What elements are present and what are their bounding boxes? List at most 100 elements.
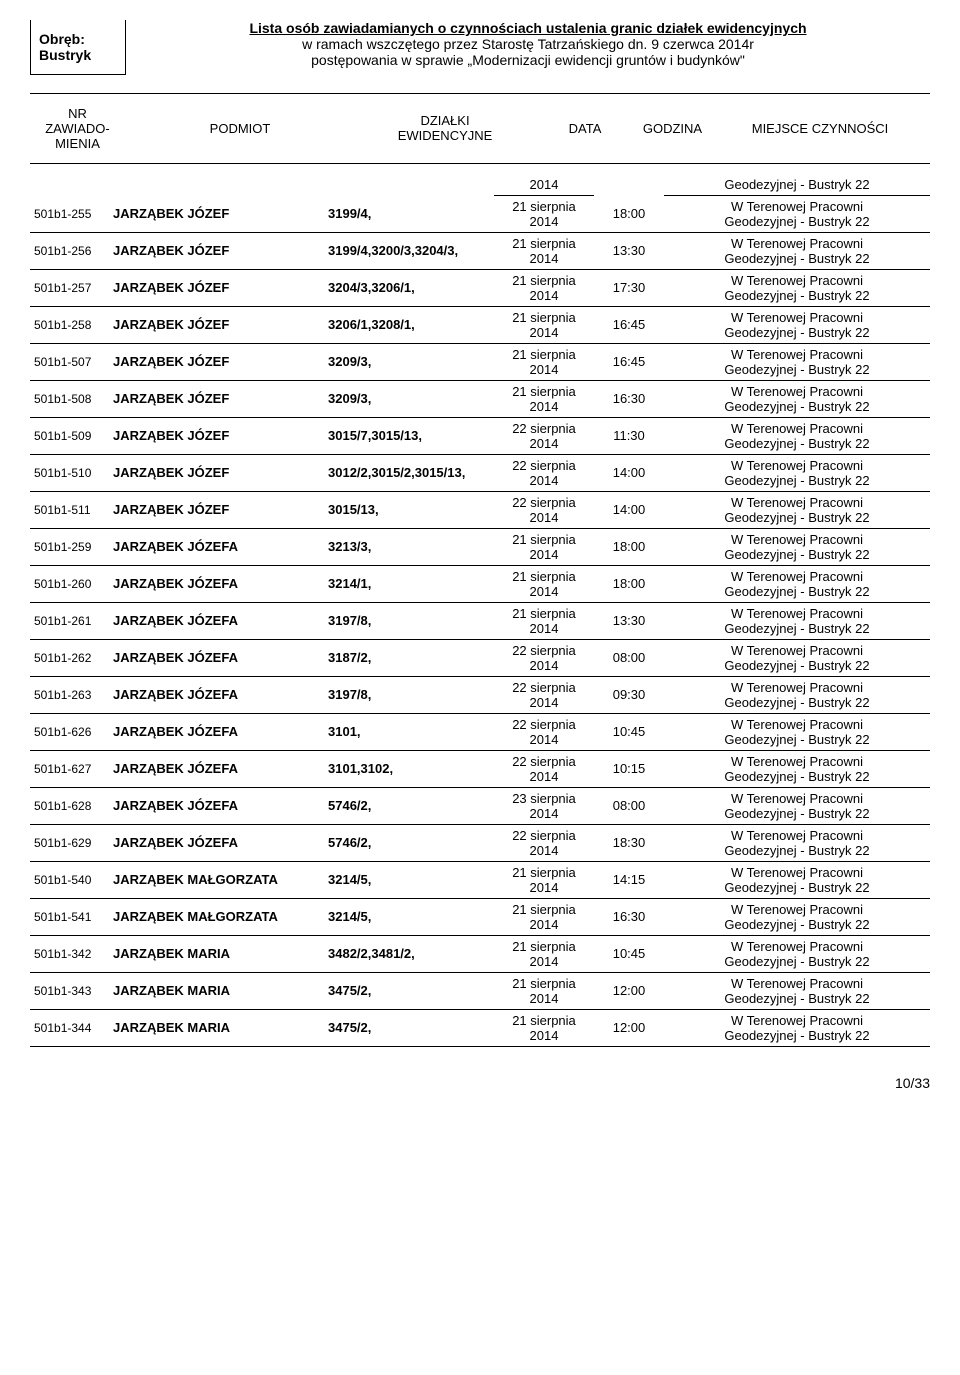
cell-data: 22 sierpnia2014 [494, 454, 594, 491]
cell-dzialki: 3209/3, [324, 380, 494, 417]
cell-dzialki: 3214/5, [324, 898, 494, 935]
cell-podmiot: JARZĄBEK JÓZEFA [109, 750, 324, 787]
col-dzialki: DZIAŁKI EWIDENCYJNE [355, 93, 535, 163]
cell-dzialki: 3197/8, [324, 676, 494, 713]
cell-data: 22 sierpnia2014 [494, 750, 594, 787]
cell-data: 21 sierpnia2014 [494, 972, 594, 1009]
table-row: 501b1-258JARZĄBEK JÓZEF3206/1,3208/1,21 … [30, 306, 930, 343]
cell-podmiot: JARZĄBEK JÓZEF [109, 306, 324, 343]
title-line3: postępowania w sprawie „Modernizacji ewi… [311, 52, 745, 68]
table-row: 501b1-260JARZĄBEK JÓZEFA3214/1,21 sierpn… [30, 565, 930, 602]
cell-nr: 501b1-343 [30, 972, 109, 1009]
cell-data: 22 sierpnia2014 [494, 676, 594, 713]
cell-podmiot: JARZĄBEK JÓZEFA [109, 565, 324, 602]
cell-podmiot: JARZĄBEK JÓZEFA [109, 602, 324, 639]
cell-nr: 501b1-256 [30, 232, 109, 269]
table-row: 501b1-629JARZĄBEK JÓZEFA5746/2,22 sierpn… [30, 824, 930, 861]
cell-godzina: 13:30 [594, 602, 664, 639]
table-row: 501b1-628JARZĄBEK JÓZEFA5746/2,23 sierpn… [30, 787, 930, 824]
cell-dzialki: 3015/7,3015/13, [324, 417, 494, 454]
title-line1: Lista osób zawiadamianych o czynnościach… [249, 20, 806, 36]
obreb-cell: Obręb: Bustryk [31, 20, 126, 74]
cell-miejsce: W Terenowej PracowniGeodezyjnej - Bustry… [664, 269, 930, 306]
title-cell: Lista osób zawiadamianych o czynnościach… [126, 20, 931, 74]
table-row: 501b1-255JARZĄBEK JÓZEF3199/4,21 sierpni… [30, 195, 930, 232]
cell-miejsce: W Terenowej PracowniGeodezyjnej - Bustry… [664, 565, 930, 602]
cell-miejsce: W Terenowej PracowniGeodezyjnej - Bustry… [664, 417, 930, 454]
obreb-value: Bustryk [39, 47, 91, 63]
cell-miejsce: W Terenowej PracowniGeodezyjnej - Bustry… [664, 824, 930, 861]
cell-podmiot: JARZĄBEK JÓZEF [109, 343, 324, 380]
cell-nr: 501b1-628 [30, 787, 109, 824]
cell-miejsce: W Terenowej PracowniGeodezyjnej - Bustry… [664, 898, 930, 935]
cell-data: 21 sierpnia2014 [494, 380, 594, 417]
cell-nr: 501b1-261 [30, 602, 109, 639]
cell-miejsce: W Terenowej PracowniGeodezyjnej - Bustry… [664, 232, 930, 269]
cell-dzialki: 3214/1, [324, 565, 494, 602]
cell-dzialki [324, 174, 494, 196]
cell-podmiot: JARZĄBEK JÓZEF [109, 195, 324, 232]
table-row: 501b1-262JARZĄBEK JÓZEFA3187/2,22 sierpn… [30, 639, 930, 676]
table-row: 501b1-541JARZĄBEK MAŁGORZATA3214/5,21 si… [30, 898, 930, 935]
cell-dzialki: 3475/2, [324, 972, 494, 1009]
cell-godzina: 18:00 [594, 195, 664, 232]
cell-dzialki: 3199/4, [324, 195, 494, 232]
cell-podmiot: JARZĄBEK JÓZEFA [109, 528, 324, 565]
cell-godzina: 16:30 [594, 898, 664, 935]
cell-dzialki: 3204/3,3206/1, [324, 269, 494, 306]
cell-dzialki: 3214/5, [324, 861, 494, 898]
cell-miejsce: W Terenowej PracowniGeodezyjnej - Bustry… [664, 750, 930, 787]
cell-podmiot: JARZĄBEK MARIA [109, 1009, 324, 1046]
cell-data: 21 sierpnia2014 [494, 343, 594, 380]
cell-godzina: 14:00 [594, 454, 664, 491]
cell-nr: 501b1-262 [30, 639, 109, 676]
cell-data: 21 sierpnia2014 [494, 565, 594, 602]
cell-nr: 501b1-509 [30, 417, 109, 454]
table-row: 501b1-507JARZĄBEK JÓZEF3209/3,21 sierpni… [30, 343, 930, 380]
table-row: 501b1-344JARZĄBEK MARIA3475/2,21 sierpni… [30, 1009, 930, 1046]
obreb-label: Obręb: [39, 31, 85, 47]
cell-podmiot: JARZĄBEK MARIA [109, 972, 324, 1009]
cell-miejsce: W Terenowej PracowniGeodezyjnej - Bustry… [664, 713, 930, 750]
cell-podmiot: JARZĄBEK JÓZEFA [109, 676, 324, 713]
cell-miejsce: W Terenowej PracowniGeodezyjnej - Bustry… [664, 343, 930, 380]
table-row: 501b1-510JARZĄBEK JÓZEF3012/2,3015/2,301… [30, 454, 930, 491]
cell-godzina: 18:30 [594, 824, 664, 861]
cell-miejsce: W Terenowej PracowniGeodezyjnej - Bustry… [664, 972, 930, 1009]
cell-nr: 501b1-541 [30, 898, 109, 935]
cell-dzialki: 3101, [324, 713, 494, 750]
cell-data: 21 sierpnia2014 [494, 306, 594, 343]
cell-nr: 501b1-255 [30, 195, 109, 232]
cell-data: 22 sierpnia2014 [494, 639, 594, 676]
cell-nr: 501b1-342 [30, 935, 109, 972]
cell-miejsce: W Terenowej PracowniGeodezyjnej - Bustry… [664, 195, 930, 232]
cell-miejsce: W Terenowej PracowniGeodezyjnej - Bustry… [664, 1009, 930, 1046]
cell-miejsce: W Terenowej PracowniGeodezyjnej - Bustry… [664, 787, 930, 824]
cell-miejsce: W Terenowej PracowniGeodezyjnej - Bustry… [664, 380, 930, 417]
cell-miejsce: W Terenowej PracowniGeodezyjnej - Bustry… [664, 602, 930, 639]
cell-data: 21 sierpnia2014 [494, 861, 594, 898]
cell-dzialki: 3015/13, [324, 491, 494, 528]
cell-godzina: 09:30 [594, 676, 664, 713]
cell-miejsce: W Terenowej PracowniGeodezyjnej - Bustry… [664, 454, 930, 491]
cell-godzina: 08:00 [594, 639, 664, 676]
cell-data: 21 sierpnia2014 [494, 935, 594, 972]
cell-godzina: 13:30 [594, 232, 664, 269]
cell-godzina: 11:30 [594, 417, 664, 454]
cell-godzina: 17:30 [594, 269, 664, 306]
cell-godzina: 16:45 [594, 343, 664, 380]
cell-godzina: 16:30 [594, 380, 664, 417]
cell-dzialki: 3475/2, [324, 1009, 494, 1046]
cell-godzina: 10:45 [594, 935, 664, 972]
column-header-table: NR ZAWIADO- MIENIA PODMIOT DZIAŁKI EWIDE… [30, 93, 930, 164]
cell-godzina: 18:00 [594, 528, 664, 565]
cell-miejsce: W Terenowej PracowniGeodezyjnej - Bustry… [664, 935, 930, 972]
table-row: 501b1-511JARZĄBEK JÓZEF3015/13,22 sierpn… [30, 491, 930, 528]
cell-nr: 501b1-510 [30, 454, 109, 491]
col-podmiot: PODMIOT [125, 93, 355, 163]
cell-data: 21 sierpnia2014 [494, 602, 594, 639]
cell-nr: 501b1-260 [30, 565, 109, 602]
table-row: 501b1-259JARZĄBEK JÓZEFA3213/3,21 sierpn… [30, 528, 930, 565]
cell-nr: 501b1-511 [30, 491, 109, 528]
table-row: 501b1-343JARZĄBEK MARIA3475/2,21 sierpni… [30, 972, 930, 1009]
